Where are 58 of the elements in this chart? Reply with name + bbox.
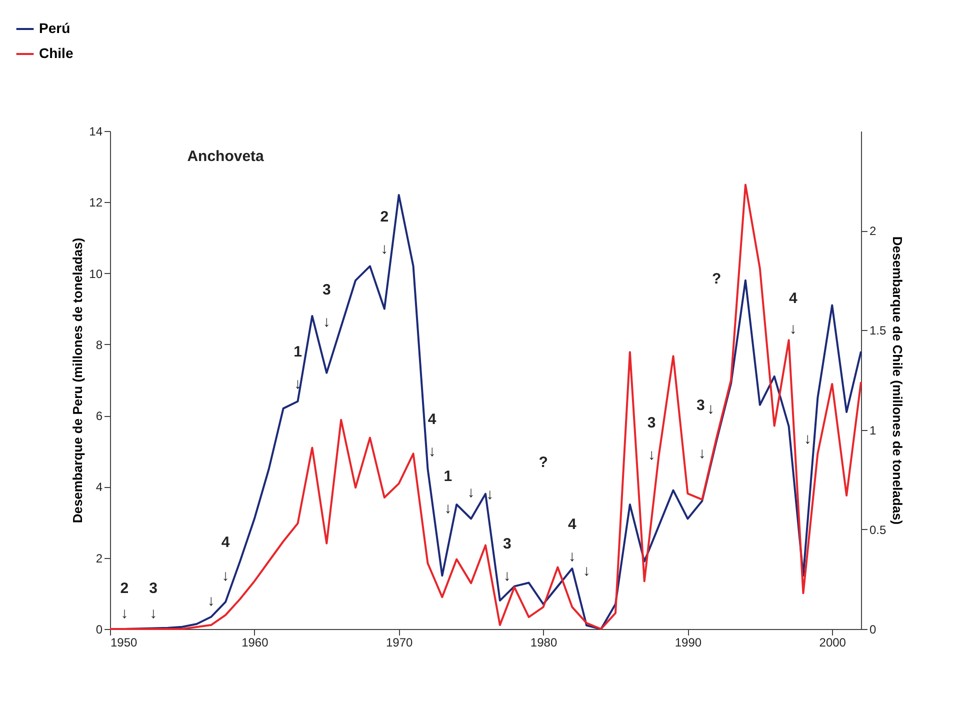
y-tick-label: 6 bbox=[96, 409, 103, 424]
legend-label: Perú bbox=[39, 20, 70, 36]
x-tick-label: 2000 bbox=[819, 636, 846, 650]
annotation: ↓ bbox=[150, 604, 158, 622]
annotation: ↓ bbox=[789, 320, 797, 338]
annotation: ↓ bbox=[428, 443, 436, 460]
annotation: ↓ bbox=[707, 400, 715, 418]
legend-label: Chile bbox=[39, 45, 74, 61]
y-tick-label: 8 bbox=[96, 338, 103, 352]
y2-tick-label: 0.5 bbox=[870, 522, 887, 537]
x-tick-label: 1980 bbox=[530, 636, 558, 650]
x-tick-label: 1960 bbox=[242, 636, 269, 650]
y-tick-label: 10 bbox=[89, 266, 103, 281]
y-tick-label: 4 bbox=[96, 480, 103, 494]
y2-axis-title: Desembarque de Chile (millones de toneladas) bbox=[890, 236, 906, 525]
x-tick-label: 1970 bbox=[386, 636, 414, 650]
annotation: 3 bbox=[647, 414, 656, 432]
annotation: ↓ bbox=[120, 604, 128, 622]
annotation: ? bbox=[712, 270, 722, 288]
annotation: 3 bbox=[322, 281, 331, 298]
annotation: ↓ bbox=[380, 240, 388, 258]
annotation: 4 bbox=[221, 534, 230, 551]
annotation: 3 bbox=[696, 396, 705, 414]
annotation: 4 bbox=[568, 516, 577, 534]
annotation: 2 bbox=[120, 580, 129, 598]
y-tick-label: 2 bbox=[96, 551, 103, 566]
y2-tick-label: 0 bbox=[870, 622, 876, 636]
y-tick-label: 14 bbox=[89, 124, 103, 138]
annotation: ↓ bbox=[444, 500, 452, 518]
y2-tick-label: 2 bbox=[870, 224, 876, 238]
annotation: ↓ bbox=[503, 568, 511, 585]
x-tick-label: 1950 bbox=[110, 636, 138, 650]
y-tick-label: 12 bbox=[89, 196, 103, 210]
y2-tick-label: 1.5 bbox=[870, 324, 887, 338]
annotation: 4 bbox=[428, 411, 437, 428]
annotation: Anchoveta bbox=[187, 148, 265, 165]
y2-tick-label: 1 bbox=[870, 423, 876, 438]
annotation: ↓ bbox=[698, 444, 706, 462]
annotation: ↓ bbox=[486, 486, 494, 503]
y-axis-title: Desembarque de Peru (millones de toneladas) bbox=[70, 238, 86, 524]
annotation: 4 bbox=[788, 290, 798, 308]
annotation: ↓ bbox=[648, 446, 656, 464]
annotation: 1 bbox=[294, 344, 302, 361]
annotation: ↓ bbox=[294, 376, 302, 393]
annotation: ↓ bbox=[804, 430, 812, 448]
annotation: ↓ bbox=[322, 313, 330, 330]
x-tick-label: 1990 bbox=[674, 636, 702, 650]
annotation: ↓ bbox=[582, 562, 590, 580]
annotation: 3 bbox=[149, 580, 158, 598]
annotation: ↓ bbox=[467, 484, 475, 502]
annotation: ? bbox=[538, 454, 548, 471]
annotation: 2 bbox=[380, 208, 389, 226]
y-tick-label: 0 bbox=[96, 622, 103, 636]
annotation: 1 bbox=[444, 468, 452, 486]
annotation: ↓ bbox=[222, 568, 230, 585]
annotation: ↓ bbox=[568, 548, 576, 566]
annotation: ↓ bbox=[207, 592, 215, 610]
annotation: 3 bbox=[502, 536, 512, 553]
